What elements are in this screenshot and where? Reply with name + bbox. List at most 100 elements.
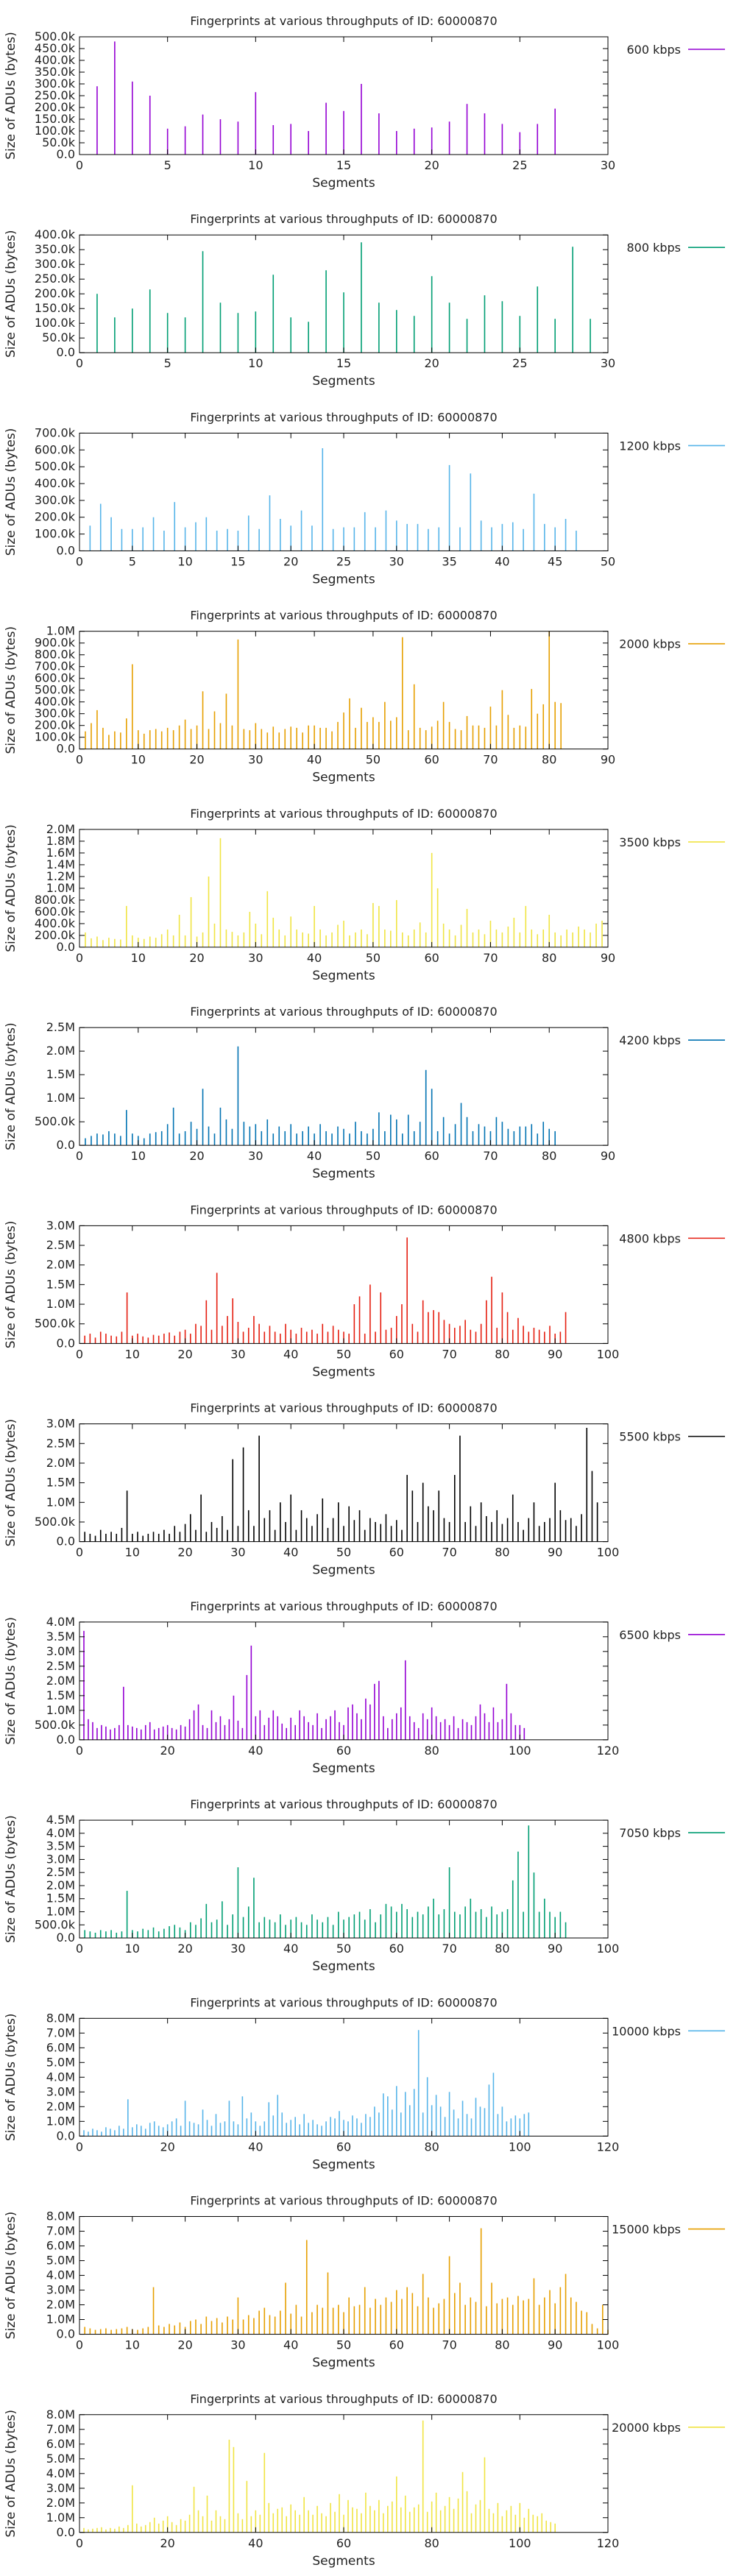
x-tick-label: 10 bbox=[131, 1149, 146, 1163]
x-tick-label: 10 bbox=[131, 951, 146, 965]
y-tick-label: 0.0 bbox=[57, 940, 75, 954]
y-tick-label: 300.0k bbox=[35, 707, 76, 721]
y-tick-label: 700.0k bbox=[35, 659, 76, 673]
x-tick-label: 50 bbox=[336, 1347, 351, 1361]
y-tick-label: 350.0k bbox=[35, 65, 76, 79]
chart-title: Fingerprints at various throughputs of I… bbox=[190, 1599, 497, 1613]
x-tick-label: 20 bbox=[160, 2140, 174, 2154]
y-tick-label: 4.5M bbox=[46, 1813, 75, 1827]
x-tick-label: 5 bbox=[164, 356, 171, 370]
plot-frame bbox=[79, 1621, 609, 1741]
y-tick-label: 400.0k bbox=[35, 53, 76, 67]
y-tick-label: 500.0k bbox=[35, 1317, 76, 1331]
x-tick-label: 20 bbox=[189, 1149, 204, 1163]
legend-label: 3500 kbps bbox=[619, 835, 681, 849]
y-tick-label: 0.0 bbox=[57, 1733, 75, 1747]
legend: 6500 kbps bbox=[619, 1628, 725, 1642]
y-tick-label: 1.2M bbox=[46, 869, 75, 883]
y-tick-label: 400.0k bbox=[35, 916, 76, 930]
y-axis-label: Size of ADUs (bytes) bbox=[4, 2410, 18, 2538]
y-tick-label: 1.0M bbox=[46, 1297, 75, 1311]
y-tick-label: 1.5M bbox=[46, 1476, 75, 1490]
chart-panel-7: Fingerprints at various throughputs of I… bbox=[4, 1203, 725, 1379]
x-tick-label: 80 bbox=[495, 1347, 509, 1361]
x-tick-label: 30 bbox=[230, 1942, 245, 1956]
legend: 4800 kbps bbox=[619, 1231, 725, 1245]
y-tick-label: 800.0k bbox=[35, 893, 76, 907]
legend: 3500 kbps bbox=[619, 835, 725, 849]
y-tick-label: 7.0M bbox=[46, 2224, 75, 2238]
x-tick-label: 60 bbox=[389, 1942, 404, 1956]
x-axis-label: Segments bbox=[312, 374, 375, 389]
y-tick-label: 5.0M bbox=[46, 2452, 75, 2466]
y-tick-label: 500.0k bbox=[35, 683, 76, 697]
x-tick-label: 45 bbox=[548, 554, 562, 568]
x-tick-label: 90 bbox=[601, 753, 615, 767]
x-tick-label: 0 bbox=[76, 2140, 83, 2154]
x-tick-label: 60 bbox=[336, 2140, 351, 2154]
y-tick-label: 350.0k bbox=[35, 242, 76, 256]
x-tick-label: 20 bbox=[160, 2536, 174, 2550]
y-tick-label: 3.5M bbox=[46, 1630, 75, 1643]
legend: 15000 kbps bbox=[612, 2223, 725, 2237]
x-tick-label: 35 bbox=[442, 554, 456, 568]
x-tick-label: 70 bbox=[483, 1149, 498, 1163]
y-tick-label: 3.0M bbox=[46, 1644, 75, 1658]
x-tick-label: 80 bbox=[424, 2536, 439, 2550]
y-tick-label: 700.0k bbox=[35, 425, 76, 439]
x-tick-label: 50 bbox=[336, 1546, 351, 1560]
x-tick-label: 70 bbox=[442, 1942, 456, 1956]
y-tick-label: 150.0k bbox=[35, 112, 76, 126]
x-axis-label: Segments bbox=[312, 2554, 375, 2569]
chart-title: Fingerprints at various throughputs of I… bbox=[190, 609, 497, 623]
y-tick-label: 0.0 bbox=[57, 2129, 75, 2142]
x-tick-label: 70 bbox=[442, 1347, 456, 1361]
x-tick-label: 15 bbox=[230, 554, 245, 568]
chart-title: Fingerprints at various throughputs of I… bbox=[190, 2194, 497, 2208]
x-tick-label: 40 bbox=[307, 951, 322, 965]
y-axis-label: Size of ADUs (bytes) bbox=[4, 1221, 18, 1349]
x-tick-label: 70 bbox=[483, 951, 498, 965]
legend-label: 1200 kbps bbox=[619, 439, 681, 453]
y-axis-label: Size of ADUs (bytes) bbox=[4, 2212, 18, 2340]
chart-title: Fingerprints at various throughputs of I… bbox=[190, 2392, 497, 2406]
chart-title: Fingerprints at various throughputs of I… bbox=[190, 1203, 497, 1217]
x-tick-label: 70 bbox=[483, 753, 498, 767]
x-tick-label: 100 bbox=[509, 2140, 531, 2154]
y-tick-label: 7.0M bbox=[46, 2025, 75, 2039]
y-tick-label: 2.5M bbox=[46, 1865, 75, 1879]
chart-panel-11: Fingerprints at various throughputs of I… bbox=[4, 1995, 725, 2172]
chart-panel-1: Fingerprints at various throughputs of I… bbox=[4, 14, 725, 191]
y-tick-label: 100.0k bbox=[35, 316, 76, 330]
x-tick-label: 0 bbox=[76, 356, 83, 370]
chart-panel-9: Fingerprints at various throughputs of I… bbox=[4, 1599, 725, 1776]
x-tick-label: 40 bbox=[283, 1347, 298, 1361]
chart-title: Fingerprints at various throughputs of I… bbox=[190, 1995, 497, 2009]
y-tick-label: 3.0M bbox=[46, 2481, 75, 2495]
y-tick-label: 1.5M bbox=[46, 1277, 75, 1291]
x-tick-label: 0 bbox=[76, 554, 83, 568]
chart-title: Fingerprints at various throughputs of I… bbox=[190, 410, 497, 424]
x-tick-label: 30 bbox=[230, 1546, 245, 1560]
y-tick-label: 6.0M bbox=[46, 2437, 75, 2451]
y-tick-label: 1.0M bbox=[46, 881, 75, 895]
y-tick-label: 5.0M bbox=[46, 2055, 75, 2069]
y-tick-label: 5.0M bbox=[46, 2254, 75, 2268]
chart-panel-3: Fingerprints at various throughputs of I… bbox=[4, 410, 725, 587]
legend: 4200 kbps bbox=[619, 1033, 725, 1047]
y-tick-label: 150.0k bbox=[35, 301, 76, 315]
y-tick-label: 0.0 bbox=[57, 345, 75, 359]
y-tick-label: 0.0 bbox=[57, 2327, 75, 2341]
x-tick-label: 90 bbox=[548, 1942, 562, 1956]
y-tick-label: 2.5M bbox=[46, 1436, 75, 1450]
y-tick-label: 500.0k bbox=[35, 1114, 76, 1128]
legend: 800 kbps bbox=[626, 241, 725, 255]
x-tick-label: 30 bbox=[248, 753, 263, 767]
y-tick-label: 2.0M bbox=[46, 1456, 75, 1470]
x-tick-label: 30 bbox=[601, 158, 615, 172]
x-tick-label: 50 bbox=[366, 951, 381, 965]
y-tick-label: 3.0M bbox=[46, 2084, 75, 2098]
legend: 600 kbps bbox=[626, 43, 725, 57]
legend: 2000 kbps bbox=[619, 637, 725, 651]
y-tick-label: 1.5M bbox=[46, 1892, 75, 1906]
